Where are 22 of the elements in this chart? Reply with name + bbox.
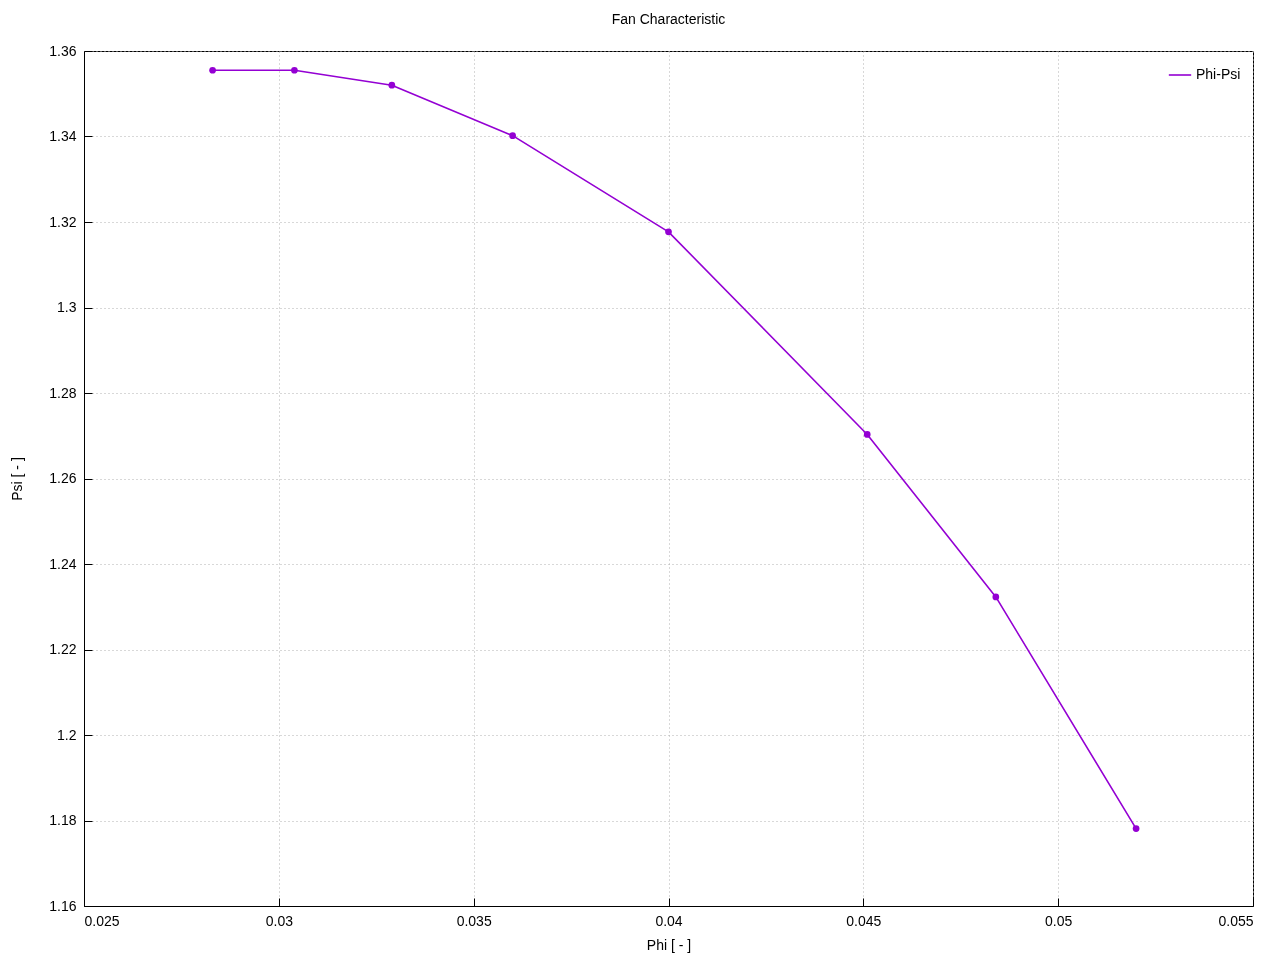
y-tick-label: 1.34 xyxy=(49,128,77,144)
legend-label: Phi-Psi xyxy=(1196,66,1241,82)
y-tick-label: 1.3 xyxy=(57,299,77,315)
y-tick-label: 1.24 xyxy=(49,555,77,572)
y-tick-label: 1.22 xyxy=(49,641,77,657)
x-tick-label: 0.03 xyxy=(265,912,294,929)
x-tick-label: 0.05 xyxy=(1045,912,1073,929)
x-tick-label: 0.04 xyxy=(655,912,683,929)
chart-title: Fan Characteristic xyxy=(611,11,726,27)
y-tick-label: 1.2 xyxy=(57,726,77,743)
x-tick-label: 0.025 xyxy=(84,912,120,929)
y-tick-label: 1.36 xyxy=(49,42,77,59)
y-tick-label: 1.16 xyxy=(49,897,77,914)
x-tick-label: 0.045 xyxy=(846,912,882,929)
y-tick-label: 1.18 xyxy=(49,812,77,828)
x-tick-label: 0.055 xyxy=(1218,912,1254,929)
x-tick-label: 0.035 xyxy=(456,912,492,929)
x-axis-title: Phi [ - ] xyxy=(646,936,692,953)
y-tick-label: 1.32 xyxy=(49,213,77,230)
y-tick-label: 1.28 xyxy=(49,384,77,401)
y-axis-title: Psi [ - ] xyxy=(9,457,26,501)
y-tick-label: 1.26 xyxy=(49,470,77,486)
